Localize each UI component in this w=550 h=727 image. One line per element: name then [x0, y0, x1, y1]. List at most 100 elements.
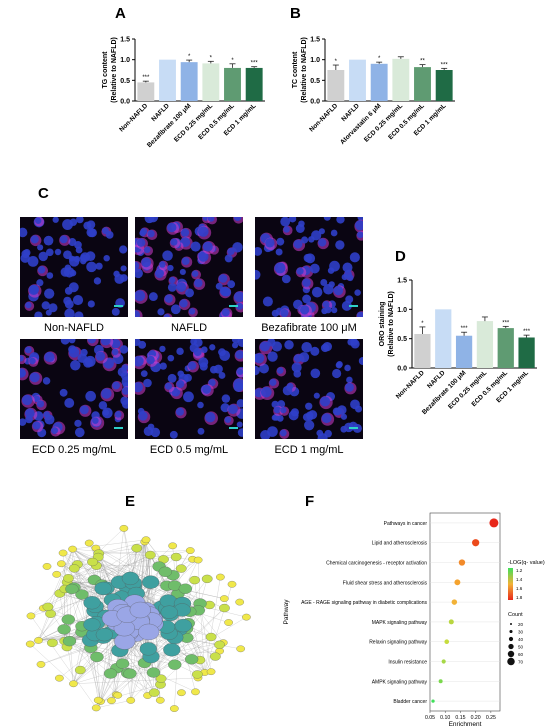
- size-legend-value: 60: [518, 652, 524, 657]
- significance-label: **: [420, 59, 425, 65]
- nucleus: [181, 257, 190, 266]
- network-node: [103, 668, 118, 679]
- nucleus: [144, 217, 155, 224]
- nucleus: [310, 368, 321, 379]
- network-node: [139, 642, 157, 656]
- nucleus: [59, 235, 68, 244]
- pathway-label: AGE - RAGE signaling pathway in diabetic…: [301, 600, 427, 606]
- nucleus: [356, 231, 363, 239]
- x-tick-label: ECD 0.25 mg/mL: [173, 102, 214, 143]
- network-node: [227, 580, 237, 588]
- panel-label-a: A: [115, 5, 126, 22]
- color-legend-bar: [508, 568, 513, 600]
- network-edge: [72, 539, 147, 550]
- nucleus: [44, 414, 55, 425]
- nucleus: [74, 241, 82, 249]
- nucleus: [301, 341, 312, 353]
- nucleus: [117, 367, 128, 377]
- nucleus: [176, 282, 187, 292]
- nucleus: [86, 227, 96, 238]
- nucleus: [215, 282, 223, 290]
- scale-bar: [114, 427, 123, 429]
- nucleus: [311, 286, 323, 298]
- network-edge: [98, 541, 145, 554]
- nucleus: [303, 253, 312, 263]
- nucleus: [136, 238, 146, 247]
- nucleus: [336, 217, 345, 224]
- nucleus: [36, 400, 45, 408]
- nucleus: [331, 307, 338, 314]
- nucleus: [329, 260, 340, 272]
- network-node: [205, 632, 217, 642]
- bubble: [444, 639, 450, 644]
- nucleus: [302, 294, 312, 304]
- nucleus: [298, 352, 310, 363]
- network-node: [158, 566, 172, 577]
- nucleus: [164, 294, 173, 303]
- bar: [349, 59, 366, 101]
- nucleus: [148, 292, 158, 302]
- nucleus: [349, 252, 360, 263]
- network-node: [201, 574, 213, 584]
- nucleus: [103, 254, 110, 262]
- network-node: [69, 680, 78, 688]
- network-node: [113, 691, 123, 699]
- nucleus: [237, 428, 243, 437]
- nucleus: [236, 421, 243, 428]
- network-node: [94, 581, 112, 596]
- bubble: [458, 559, 466, 566]
- nucleus: [154, 269, 165, 279]
- nucleus: [163, 313, 170, 317]
- network-node: [242, 613, 251, 621]
- micrograph-image: [135, 339, 243, 439]
- nucleus: [138, 340, 147, 349]
- network-node: [126, 697, 136, 704]
- nucleus: [276, 237, 285, 246]
- nucleus: [135, 356, 144, 367]
- scale-bar: [229, 305, 238, 307]
- nucleus: [183, 391, 194, 403]
- nucleus: [232, 342, 239, 349]
- y-axis-label-2: (Relative to NAFLD): [388, 291, 395, 357]
- nucleus: [358, 356, 363, 366]
- network-node: [36, 661, 46, 668]
- x-tick-label: Atorvastatin 6 μM: [339, 102, 383, 146]
- nucleus: [275, 248, 283, 256]
- bar-chart-b: 0.0 0.5 1.0 1.5 TC content (Relative to NAFLD…: [292, 37, 455, 146]
- nucleus: [180, 228, 190, 237]
- nucleus: [68, 345, 77, 354]
- nucleus: [274, 262, 286, 274]
- nucleus: [93, 277, 102, 285]
- size-legend-value: 30: [518, 629, 524, 634]
- nucleus: [193, 339, 203, 347]
- nucleus: [301, 236, 309, 244]
- nucleus: [337, 405, 347, 415]
- nucleus: [341, 274, 348, 281]
- nucleus: [305, 402, 313, 410]
- nucleus: [260, 386, 272, 398]
- size-legend-dot: [510, 623, 512, 625]
- nucleus: [269, 378, 277, 386]
- color-legend-tick: 1.8: [516, 595, 523, 600]
- network-node: [141, 536, 151, 544]
- size-legend-value: 70: [518, 659, 524, 664]
- nucleus: [350, 339, 360, 349]
- nucleus: [54, 248, 62, 256]
- nucleus: [42, 377, 51, 385]
- nucleus: [135, 310, 140, 317]
- network-edge: [38, 587, 75, 641]
- nucleus: [167, 373, 177, 383]
- nucleus: [74, 427, 85, 438]
- network-node: [34, 637, 43, 644]
- nucleus: [335, 361, 343, 369]
- nucleus: [159, 261, 166, 268]
- bar: [159, 59, 176, 101]
- network-node: [177, 689, 186, 697]
- nucleus: [141, 257, 152, 268]
- x-tick-label: 0.10: [440, 715, 450, 721]
- nucleus: [24, 408, 35, 419]
- nucleus: [114, 410, 122, 418]
- nucleus: [296, 267, 304, 275]
- nucleus: [213, 364, 223, 374]
- x-tick-label: 0.25: [486, 715, 496, 721]
